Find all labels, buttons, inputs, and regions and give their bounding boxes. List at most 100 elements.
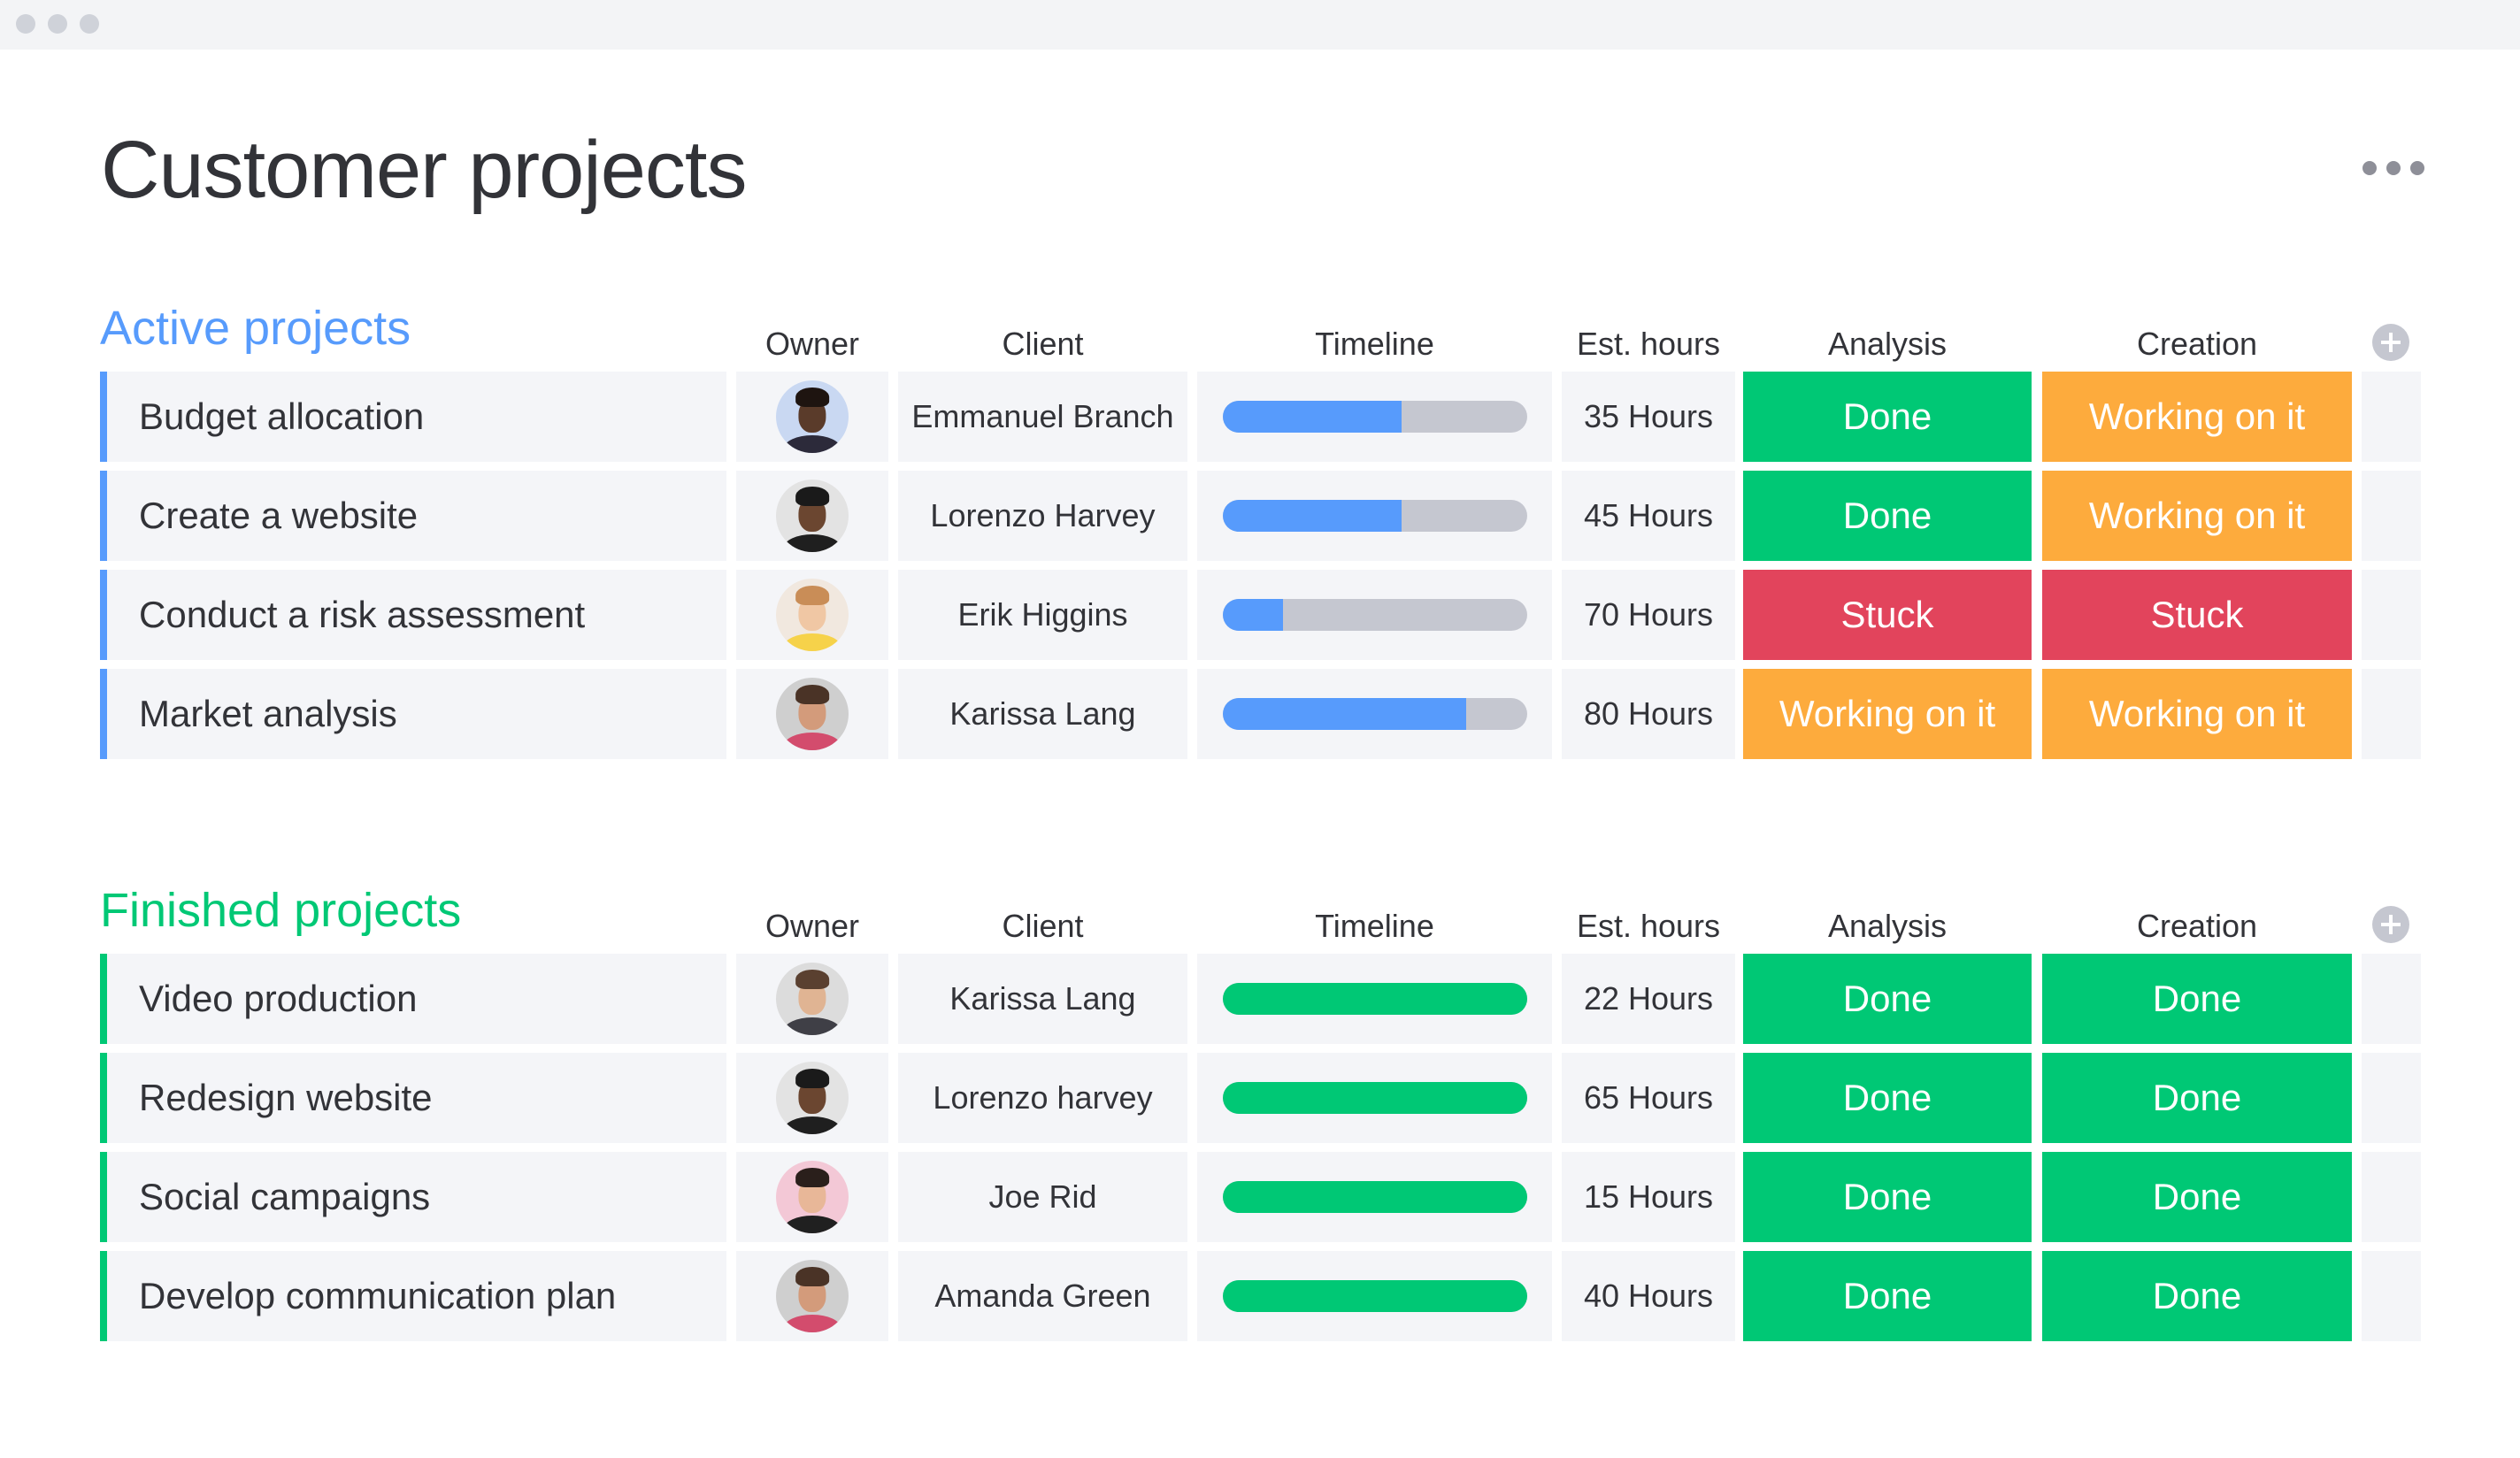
group-title[interactable]: Active projects: [100, 302, 411, 355]
client-cell[interactable]: Karissa Lang: [898, 954, 1187, 1044]
est-hours-cell[interactable]: 70 Hours: [1562, 570, 1735, 660]
est-hours-cell[interactable]: 65 Hours: [1562, 1053, 1735, 1143]
owner-cell[interactable]: [736, 954, 888, 1044]
column-header-creation[interactable]: Creation: [2136, 326, 2258, 362]
client-cell[interactable]: Erik Higgins: [898, 570, 1187, 660]
client-cell[interactable]: Amanda Green: [898, 1251, 1187, 1341]
creation-status-cell[interactable]: Working on it: [2042, 471, 2352, 561]
column-header-analysis[interactable]: Analysis: [1827, 326, 1948, 362]
column-header-owner[interactable]: Owner: [764, 908, 860, 944]
column-header-client[interactable]: Client: [1002, 326, 1084, 362]
table-row[interactable]: Video production Karissa Lang 22 Hours D…: [0, 954, 2520, 1044]
item-name-cell[interactable]: Conduct a risk assessment: [100, 570, 726, 660]
timeline-cell[interactable]: [1197, 669, 1552, 759]
est-hours-cell[interactable]: 22 Hours: [1562, 954, 1735, 1044]
empty-cell[interactable]: [2362, 954, 2421, 1044]
empty-cell[interactable]: [2362, 471, 2421, 561]
timeline-cell[interactable]: [1197, 570, 1552, 660]
empty-cell[interactable]: [2362, 570, 2421, 660]
owner-cell[interactable]: [736, 1251, 888, 1341]
column-header-est-hours[interactable]: Est. hours: [1576, 326, 1721, 362]
timeline-cell[interactable]: [1197, 1251, 1552, 1341]
owner-cell[interactable]: [736, 1152, 888, 1242]
item-name-cell[interactable]: Video production: [100, 954, 726, 1044]
group-color-bar: [100, 669, 107, 759]
creation-status-cell[interactable]: Working on it: [2042, 669, 2352, 759]
est-hours-cell[interactable]: 80 Hours: [1562, 669, 1735, 759]
timeline-cell[interactable]: [1197, 954, 1552, 1044]
column-header-timeline[interactable]: Timeline: [1315, 908, 1434, 944]
table-row[interactable]: Create a website Lorenzo Harvey 45 Hours…: [0, 471, 2520, 561]
analysis-status-cell[interactable]: Working on it: [1743, 669, 2032, 759]
empty-cell[interactable]: [2362, 1251, 2421, 1341]
est-hours-cell[interactable]: 35 Hours: [1562, 372, 1735, 462]
timeline-cell[interactable]: [1197, 1053, 1552, 1143]
item-name-cell[interactable]: Develop communication plan: [100, 1251, 726, 1341]
creation-status-cell[interactable]: Done: [2042, 1152, 2352, 1242]
owner-cell[interactable]: [736, 372, 888, 462]
avatar-lorenzo: [776, 480, 849, 552]
item-name-cell[interactable]: Budget allocation: [100, 372, 726, 462]
client-name: Karissa Lang: [949, 695, 1136, 732]
analysis-status-cell[interactable]: Done: [1743, 372, 2032, 462]
analysis-status-cell[interactable]: Done: [1743, 954, 2032, 1044]
close-window-dot[interactable]: [16, 14, 35, 34]
item-name-cell[interactable]: Create a website: [100, 471, 726, 561]
client-cell[interactable]: Lorenzo Harvey: [898, 471, 1187, 561]
column-header-analysis[interactable]: Analysis: [1827, 908, 1948, 944]
analysis-status-cell[interactable]: Done: [1743, 1053, 2032, 1143]
analysis-status-label: Stuck: [1840, 594, 1934, 635]
analysis-status-cell[interactable]: Done: [1743, 1152, 2032, 1242]
client-cell[interactable]: Emmanuel Branch: [898, 372, 1187, 462]
table-row[interactable]: Budget allocation Emmanuel Branch 35 Hou…: [0, 372, 2520, 462]
add-column-icon[interactable]: [2372, 324, 2409, 361]
avatar-erik: [776, 579, 849, 651]
column-header-creation[interactable]: Creation: [2136, 908, 2258, 944]
est-hours-cell[interactable]: 15 Hours: [1562, 1152, 1735, 1242]
creation-status-cell[interactable]: Working on it: [2042, 372, 2352, 462]
client-cell[interactable]: Lorenzo harvey: [898, 1053, 1187, 1143]
owner-cell[interactable]: [736, 1053, 888, 1143]
table-row[interactable]: Market analysis Karissa Lang 80 Hours Wo…: [0, 669, 2520, 759]
table-row[interactable]: Redesign website Lorenzo harvey 65 Hours…: [0, 1053, 2520, 1143]
group-title[interactable]: Finished projects: [100, 884, 462, 937]
item-name-cell[interactable]: Social campaigns: [100, 1152, 726, 1242]
item-name-cell[interactable]: Market analysis: [100, 669, 726, 759]
owner-cell[interactable]: [736, 570, 888, 660]
more-options-icon[interactable]: [2362, 157, 2424, 179]
empty-cell[interactable]: [2362, 372, 2421, 462]
column-header-est-hours[interactable]: Est. hours: [1576, 908, 1721, 944]
minimize-window-dot[interactable]: [48, 14, 67, 34]
item-name-cell[interactable]: Redesign website: [100, 1053, 726, 1143]
table-row[interactable]: Conduct a risk assessment Erik Higgins 7…: [0, 570, 2520, 660]
timeline-cell[interactable]: [1197, 1152, 1552, 1242]
empty-cell[interactable]: [2362, 669, 2421, 759]
est-hours-cell[interactable]: 40 Hours: [1562, 1251, 1735, 1341]
owner-cell[interactable]: [736, 471, 888, 561]
empty-cell[interactable]: [2362, 1053, 2421, 1143]
creation-status-cell[interactable]: Stuck: [2042, 570, 2352, 660]
creation-status-cell[interactable]: Done: [2042, 1251, 2352, 1341]
analysis-status-cell[interactable]: Done: [1743, 1251, 2032, 1341]
add-column-icon[interactable]: [2372, 906, 2409, 943]
creation-status-cell[interactable]: Done: [2042, 954, 2352, 1044]
column-header-client[interactable]: Client: [1002, 908, 1084, 944]
client-cell[interactable]: Karissa Lang: [898, 669, 1187, 759]
creation-status-cell[interactable]: Done: [2042, 1053, 2352, 1143]
client-cell[interactable]: Joe Rid: [898, 1152, 1187, 1242]
timeline-cell[interactable]: [1197, 471, 1552, 561]
analysis-status-cell[interactable]: Done: [1743, 471, 2032, 561]
timeline-cell[interactable]: [1197, 372, 1552, 462]
est-hours-cell[interactable]: 45 Hours: [1562, 471, 1735, 561]
empty-cell[interactable]: [2362, 1152, 2421, 1242]
maximize-window-dot[interactable]: [80, 14, 99, 34]
analysis-status-cell[interactable]: Stuck: [1743, 570, 2032, 660]
column-header-owner[interactable]: Owner: [764, 326, 860, 362]
timeline-progress: [1222, 1280, 1527, 1312]
owner-cell[interactable]: [736, 669, 888, 759]
table-row[interactable]: Social campaigns Joe Rid 15 Hours Done D…: [0, 1152, 2520, 1242]
table-row[interactable]: Develop communication plan Amanda Green …: [0, 1251, 2520, 1341]
column-header-timeline[interactable]: Timeline: [1315, 326, 1434, 362]
group-color-bar: [100, 1053, 107, 1143]
